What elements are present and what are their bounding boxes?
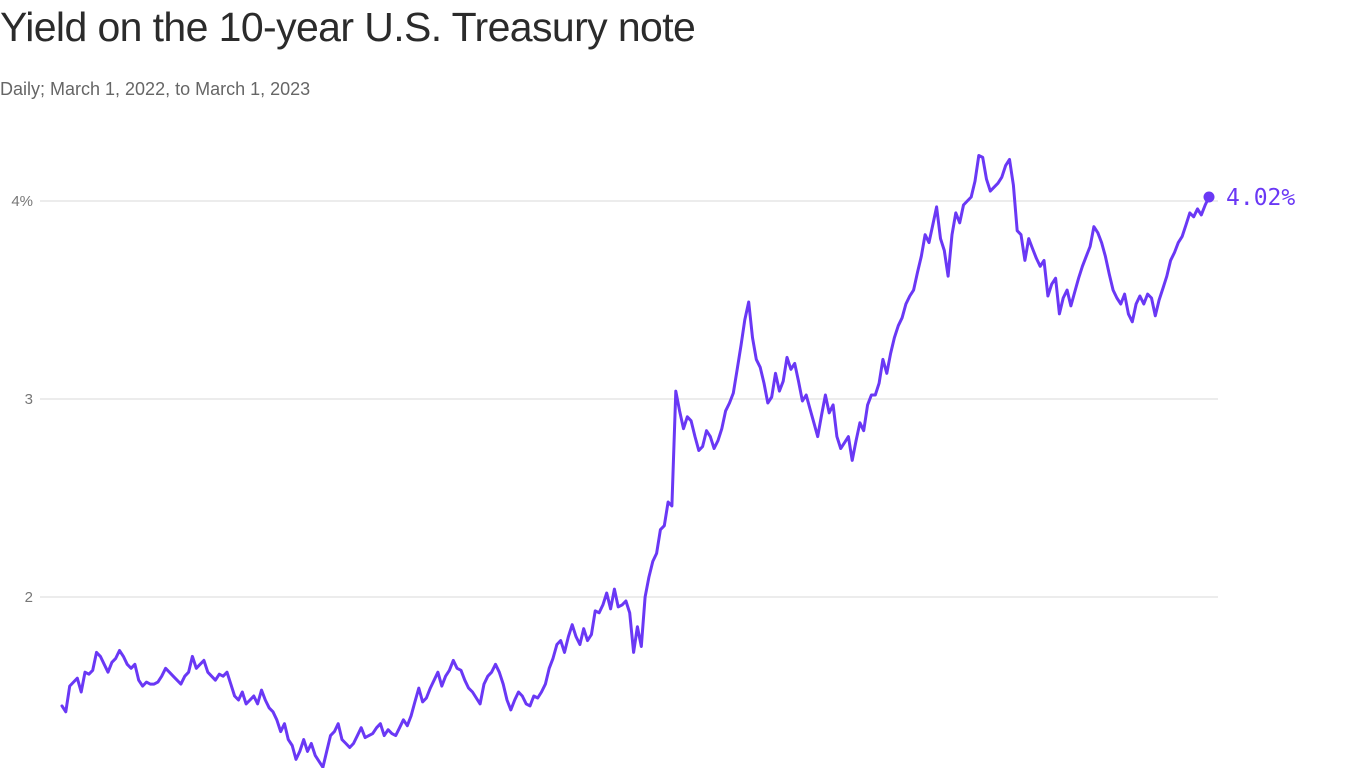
series-layer [60,154,1211,768]
end-label-layer: 4.02% [1203,185,1295,211]
y-tick-label: 3 [25,391,33,408]
last-value-point [1203,191,1215,203]
yield-series-line [60,154,1211,768]
chart-subtitle: Daily; March 1, 2022, to March 1, 2023 [0,79,311,99]
y-tick-label: 2 [25,589,33,606]
y-tick-label: 4% [11,193,33,210]
y-axis-ticks: 2 3 4% [11,193,33,606]
gridlines [40,200,1218,598]
last-value-label: 4.02% [1226,185,1295,211]
chart-title: Yield on the 10-year U.S. Treasury note [0,4,696,50]
